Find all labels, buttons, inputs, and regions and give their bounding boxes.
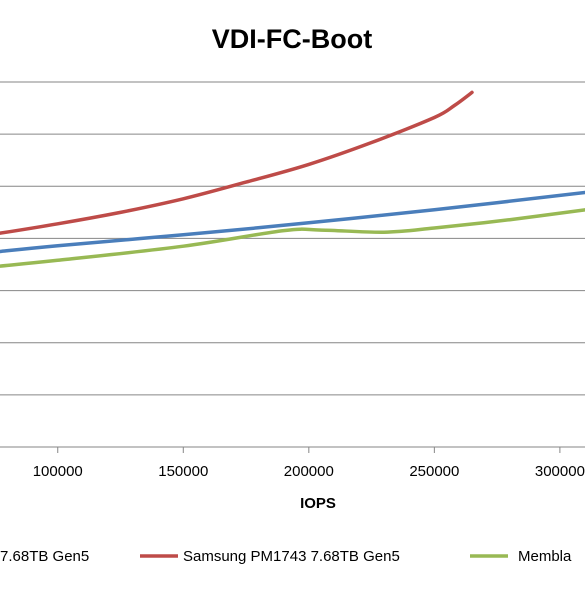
series-line-2 <box>0 90 474 235</box>
chart-legend: 7.68TB Gen5 Samsung PM1743 7.68TB Gen5 Mem… <box>0 548 572 565</box>
x-tick-label: 150000 <box>158 463 208 480</box>
x-axis-ticks: 100000 150000 200000 250000 300000 <box>33 447 585 480</box>
x-tick-label: 300000 <box>535 463 585 480</box>
x-tick-label: 100000 <box>33 463 83 480</box>
gridlines <box>0 81 585 396</box>
x-axis-title: IOPS <box>300 495 336 512</box>
legend-label: Membla <box>518 548 572 565</box>
legend-label: 7.68TB Gen5 <box>0 548 89 565</box>
x-tick-label: 200000 <box>284 463 334 480</box>
series-lines <box>0 90 585 268</box>
series-line-1 <box>0 190 585 254</box>
chart-title: VDI-FC-Boot <box>212 24 372 54</box>
x-tick-label: 250000 <box>409 463 459 480</box>
legend-label: Samsung PM1743 7.68TB Gen5 <box>183 548 400 565</box>
series-line-3 <box>0 208 585 268</box>
